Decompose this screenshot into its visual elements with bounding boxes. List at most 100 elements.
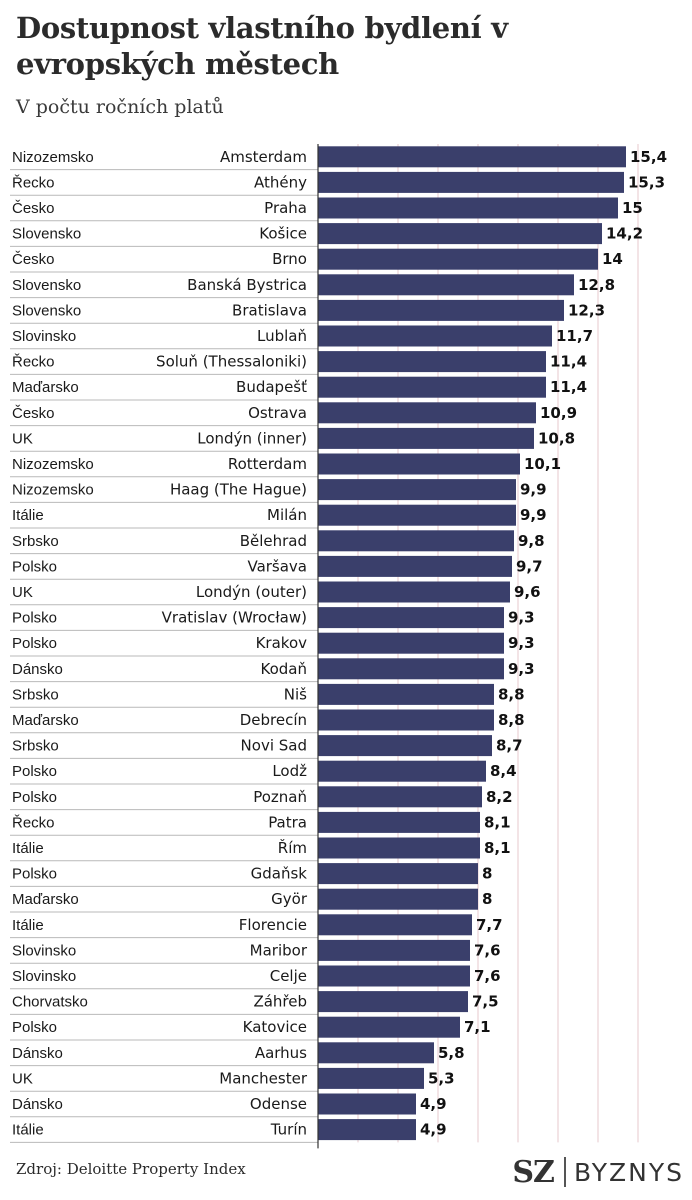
country-label: Maďarsko [12,379,79,396]
country-label: Nizozemsko [12,482,94,499]
city-label: Florencie [239,916,307,934]
value-label: 4,9 [420,1095,447,1113]
sz-byznys-logo: SZ BYZNYS [512,1152,684,1192]
value-label: 8 [482,890,492,908]
city-label: Vratislav (Wrocław) [162,609,307,627]
city-label: Celje [270,967,307,985]
bar [318,530,514,552]
country-label: Polsko [12,1019,57,1036]
value-label: 8,8 [498,711,525,729]
logo-divider [563,1157,566,1187]
country-label: Česko [12,251,55,268]
value-label: 4,9 [420,1121,447,1139]
city-label: Řím [278,838,307,857]
value-label: 5,8 [438,1044,465,1062]
bar [318,965,470,987]
bar [318,1016,460,1038]
value-label: 8 [482,865,492,883]
value-label: 15,4 [630,148,667,166]
country-label: Dánsko [12,1045,63,1062]
city-label: Lublaň [257,327,307,345]
bar [318,760,486,782]
bar [318,299,564,321]
bar [318,683,494,705]
bar [318,274,574,296]
city-label: Haag (The Hague) [170,481,307,499]
city-label: Bělehrad [240,532,307,550]
value-label: 7,7 [476,916,503,934]
city-label: Praha [264,199,307,217]
city-label: Athény [254,173,307,191]
city-label: Košice [259,225,307,243]
bar [318,863,478,885]
country-label: Polsko [12,635,57,652]
row-separators [10,169,318,1143]
bar [318,709,494,731]
value-label: 9,6 [514,583,541,601]
bar [318,171,624,193]
country-label: Slovensko [12,277,81,294]
bar [318,991,468,1013]
value-label: 14 [602,250,623,268]
country-label: Polsko [12,558,57,575]
value-label: 7,5 [472,993,499,1011]
bar [318,427,534,449]
value-label: 7,6 [474,967,501,985]
value-label: 7,6 [474,941,501,959]
country-label: Slovensko [12,302,81,319]
value-label: 8,1 [484,839,511,857]
value-label: 9,7 [516,557,543,575]
chart-title: Dostupnost vlastního bydlení v evropskýc… [16,11,508,81]
country-label: Itálie [12,917,44,934]
value-label: 14,2 [606,225,643,243]
country-label: Chorvatsko [12,994,88,1011]
value-label: 11,4 [550,353,587,371]
country-label: Polsko [12,866,57,883]
city-label: Niš [284,685,307,703]
country-label: Itálie [12,1122,44,1139]
bar [318,402,536,424]
value-label: 15,3 [628,173,665,191]
bar [318,1042,434,1064]
city-label: Györ [271,890,308,908]
country-label: Itálie [12,840,44,857]
value-label: 9,3 [508,634,535,652]
bar [318,376,546,398]
country-label: Polsko [12,789,57,806]
value-label: 12,8 [578,276,615,294]
country-label: Nizozemsko [12,149,94,166]
country-label: Itálie [12,507,44,524]
value-label: 11,7 [556,327,593,345]
bar [318,223,602,245]
value-label: 7,1 [464,1018,491,1036]
bar-chart: Nizozemsko Amsterdam 15,4 Řecko Athény 15,3 Če… [10,144,667,1149]
bar [318,939,470,961]
country-label: Maďarsko [12,891,79,908]
bar [318,453,520,475]
country-label: Česko [12,405,55,422]
value-label: 8,1 [484,813,511,831]
country-label: Maďarsko [12,712,79,729]
country-label: Srbsko [12,686,59,703]
country-label: Dánsko [12,1096,63,1113]
city-label: Aarhus [255,1044,307,1062]
value-label: 9,9 [520,481,547,499]
country-label: Srbsko [12,533,59,550]
bar [318,504,516,526]
bar [318,479,516,501]
city-label: Katovice [243,1018,307,1036]
value-label: 8,2 [486,788,513,806]
country-label: Slovinsko [12,968,76,985]
country-label: Řecko [12,814,55,831]
value-label: 11,4 [550,378,587,396]
country-label: Řecko [12,354,55,371]
city-label: Londýn (outer) [196,583,307,601]
labels: Nizozemsko Amsterdam 15,4 Řecko Athény 15,3 Če… [12,148,667,1139]
value-label: 9,3 [508,609,535,627]
bar [318,1093,416,1115]
value-label: 9,3 [508,660,535,678]
country-label: UK [12,1070,33,1087]
city-label: Manchester [219,1069,308,1087]
bar [318,325,552,347]
country-label: Polsko [12,610,57,627]
